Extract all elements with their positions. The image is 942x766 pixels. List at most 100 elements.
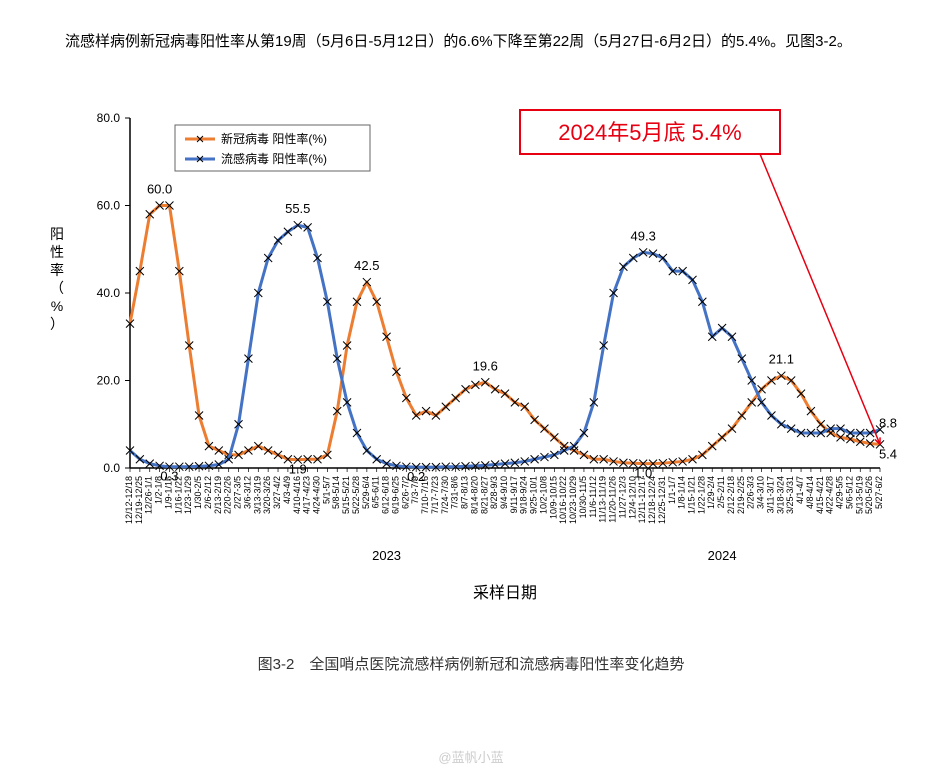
svg-text:12/12-12/18: 12/12-12/18 [124, 476, 134, 524]
svg-text:11/20-11/26: 11/20-11/26 [608, 476, 618, 523]
figure-caption: 图3-2 全国哨点医院流感样病例新冠和流感病毒阳性率变化趋势 [35, 653, 907, 674]
svg-text:4/15-4/21: 4/15-4/21 [815, 476, 825, 514]
svg-text:1/1-1/7: 1/1-1/7 [667, 476, 677, 504]
svg-text:2/26-3/3: 2/26-3/3 [746, 476, 756, 509]
svg-text:0.0: 0.0 [103, 461, 120, 475]
watermark: @蓝帆小蓝 [438, 747, 503, 766]
svg-text:80.0: 80.0 [97, 111, 121, 125]
svg-text:10/2-10/8: 10/2-10/8 [538, 476, 548, 514]
svg-text:10/9-10/15: 10/9-10/15 [548, 476, 558, 519]
svg-text:1/29-2/4: 1/29-2/4 [706, 476, 716, 509]
svg-text:12/26-1/1: 12/26-1/1 [144, 476, 154, 514]
svg-text:1/22-1/28: 1/22-1/28 [696, 476, 706, 514]
svg-text:7/24-7/30: 7/24-7/30 [440, 476, 450, 514]
svg-text:55.5: 55.5 [285, 201, 310, 216]
svg-text:11/27-12/3: 11/27-12/3 [617, 476, 627, 518]
svg-text:9/4-9/10: 9/4-9/10 [499, 476, 509, 509]
svg-text:8/21-8/27: 8/21-8/27 [479, 476, 489, 514]
svg-text:0.2: 0.2 [407, 469, 425, 484]
svg-text:60.0: 60.0 [147, 182, 172, 197]
svg-text:8/14-8/20: 8/14-8/20 [469, 476, 479, 514]
svg-text:6/5-6/11: 6/5-6/11 [371, 476, 381, 508]
svg-text:率: 率 [50, 262, 64, 278]
svg-text:3/18-3/24: 3/18-3/24 [775, 476, 785, 514]
svg-text:1/8-1/14: 1/8-1/14 [677, 476, 687, 509]
svg-text:4/1-4/7: 4/1-4/7 [795, 476, 805, 504]
svg-text:2023: 2023 [372, 548, 401, 563]
svg-text:4/29-5/5: 4/29-5/5 [835, 476, 845, 509]
svg-text:11/13-11/19: 11/13-11/19 [598, 476, 608, 523]
svg-text:5/29-6/4: 5/29-6/4 [361, 476, 371, 509]
svg-text:9/11-9/17: 9/11-9/17 [509, 476, 519, 513]
svg-text:10/16-10/22: 10/16-10/22 [558, 476, 568, 524]
svg-text:阳: 阳 [50, 226, 64, 242]
svg-text:新冠病毒 阳性率(%): 新冠病毒 阳性率(%) [221, 131, 327, 146]
svg-text:1.9: 1.9 [289, 462, 307, 477]
svg-text:5/20-5/26: 5/20-5/26 [864, 476, 874, 514]
svg-text:4/17-4/23: 4/17-4/23 [302, 476, 312, 514]
svg-text:0.3: 0.3 [160, 469, 178, 484]
svg-text:11/6-11/12: 11/6-11/12 [588, 476, 598, 518]
svg-text:12/4-12/10: 12/4-12/10 [627, 476, 637, 519]
svg-text:12/18-12/24: 12/18-12/24 [647, 476, 657, 524]
svg-text:8/7-8/13: 8/7-8/13 [460, 476, 470, 509]
svg-text:）: ） [50, 316, 64, 332]
svg-text:5/27-6/2: 5/27-6/2 [874, 476, 884, 509]
svg-text:2024年5月底 5.4%: 2024年5月底 5.4% [558, 120, 741, 145]
svg-text:3/6-3/12: 3/6-3/12 [242, 476, 252, 509]
svg-text:1/30-2/5: 1/30-2/5 [193, 476, 203, 509]
svg-text:10/23-10/29: 10/23-10/29 [568, 476, 578, 524]
svg-text:9/18-9/24: 9/18-9/24 [519, 476, 529, 514]
svg-text:3/27-4/2: 3/27-4/2 [272, 476, 282, 509]
svg-text:21.1: 21.1 [769, 352, 794, 367]
svg-text:性: 性 [50, 244, 64, 260]
svg-text:2/20-2/26: 2/20-2/26 [223, 476, 233, 514]
svg-text:4/24-4/30: 4/24-4/30 [312, 476, 322, 514]
svg-text:4/22-4/28: 4/22-4/28 [825, 476, 835, 514]
svg-text:4/3-4/9: 4/3-4/9 [282, 476, 292, 504]
svg-text:12/25-12/31: 12/25-12/31 [657, 476, 667, 524]
svg-text:4/10-4/16: 4/10-4/16 [292, 476, 302, 514]
svg-text:5/8-5/14: 5/8-5/14 [331, 476, 341, 509]
svg-text:6/19-6/25: 6/19-6/25 [390, 476, 400, 514]
svg-text:2/27-3/5: 2/27-3/5 [233, 476, 243, 509]
svg-text:7/31-8/6: 7/31-8/6 [450, 476, 460, 509]
svg-text:8/28-9/3: 8/28-9/3 [489, 476, 499, 509]
svg-text:8.8: 8.8 [879, 416, 897, 431]
svg-text:2/6-2/12: 2/6-2/12 [203, 476, 213, 509]
svg-text:3/25-3/31: 3/25-3/31 [785, 476, 795, 514]
svg-text:40.0: 40.0 [97, 286, 121, 300]
svg-text:5/13-5/19: 5/13-5/19 [854, 476, 864, 514]
svg-text:49.3: 49.3 [631, 228, 656, 243]
svg-text:12/11-12/17: 12/11-12/17 [637, 476, 647, 523]
svg-text:2/5-2/11: 2/5-2/11 [716, 476, 726, 508]
chart-container: 0.020.040.060.080.0阳性率（%）12/12-12/1812/1… [35, 98, 905, 628]
svg-text:10/30-11/5: 10/30-11/5 [578, 476, 588, 518]
svg-text:3/4-3/10: 3/4-3/10 [756, 476, 766, 509]
svg-text:3/20-3/26: 3/20-3/26 [262, 476, 272, 514]
svg-text:1/23-1/29: 1/23-1/29 [183, 476, 193, 514]
svg-text:42.5: 42.5 [354, 258, 379, 273]
svg-text:3/13-3/19: 3/13-3/19 [252, 476, 262, 514]
svg-text:（: （ [50, 280, 64, 296]
svg-text:2/13-2/19: 2/13-2/19 [213, 476, 223, 514]
svg-text:60.0: 60.0 [97, 199, 121, 213]
svg-text:流感病毒 阳性率(%): 流感病毒 阳性率(%) [221, 151, 327, 166]
svg-text:5/15-5/21: 5/15-5/21 [341, 476, 351, 514]
svg-text:5/22-5/28: 5/22-5/28 [351, 476, 361, 514]
svg-text:7/17-7/23: 7/17-7/23 [430, 476, 440, 514]
svg-text:9/25-10/1: 9/25-10/1 [529, 476, 539, 514]
intro-paragraph: 流感样病例新冠病毒阳性率从第19周（5月6日-5月12日）的6.6%下降至第22… [35, 25, 907, 58]
svg-text:%: % [51, 298, 63, 314]
svg-text:1/15-1/21: 1/15-1/21 [687, 476, 697, 514]
svg-text:采样日期: 采样日期 [473, 584, 537, 602]
svg-text:5.4: 5.4 [879, 446, 897, 461]
svg-text:12/19-12/25: 12/19-12/25 [134, 476, 144, 524]
svg-text:3/11-3/17: 3/11-3/17 [765, 476, 775, 513]
svg-text:2/19-2/25: 2/19-2/25 [736, 476, 746, 514]
svg-text:19.6: 19.6 [473, 358, 498, 373]
svg-text:4/8-4/14: 4/8-4/14 [805, 476, 815, 509]
line-chart-svg: 0.020.040.060.080.0阳性率（%）12/12-12/1812/1… [35, 98, 905, 628]
svg-text:2024: 2024 [708, 548, 737, 563]
svg-text:5/1-5/7: 5/1-5/7 [321, 476, 331, 504]
